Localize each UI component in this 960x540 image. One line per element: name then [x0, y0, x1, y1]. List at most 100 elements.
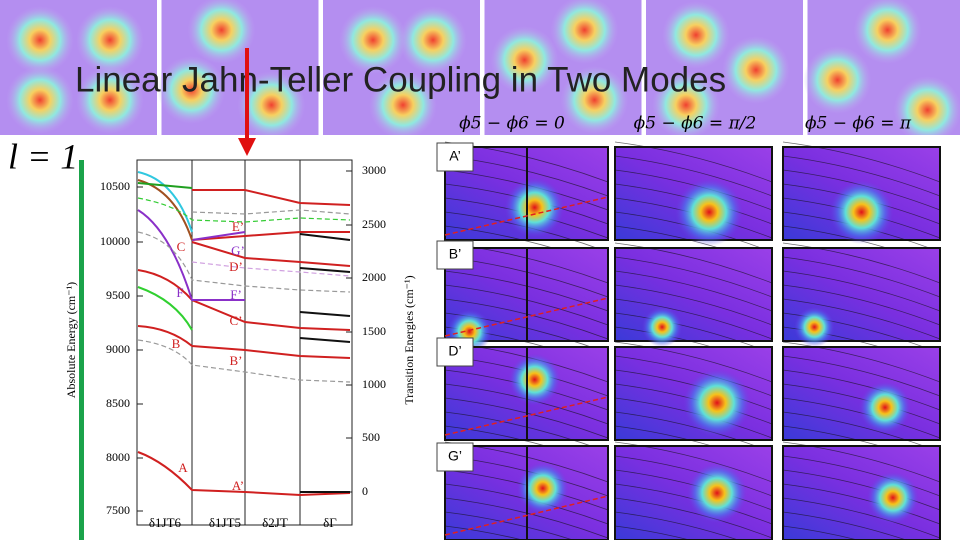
x-label: δ1JT6: [149, 515, 182, 530]
state-label: A’: [232, 478, 244, 493]
left-tick-label: 9000: [106, 342, 130, 356]
contour: [782, 483, 941, 525]
tile-blob: [803, 46, 872, 114]
state-label: F’: [230, 287, 242, 302]
contour: [782, 242, 941, 284]
state-label: B’: [230, 353, 243, 368]
red-guide: [444, 495, 609, 536]
energy-curve: [137, 179, 193, 241]
energy-curve: [137, 182, 193, 189]
contour: [614, 355, 773, 397]
contour: [614, 141, 773, 183]
density-blob: [687, 463, 748, 523]
x-label: δ1JT5: [209, 515, 241, 530]
right-tick-label: 1500: [362, 324, 386, 338]
energy-curve: [137, 269, 351, 331]
tile-blob: [722, 36, 790, 104]
contour: [782, 497, 941, 539]
energy-curve: [299, 267, 351, 273]
right-tick-label: 500: [362, 430, 380, 444]
tile-blob: [76, 66, 144, 134]
left-tick-label: 8500: [106, 396, 130, 410]
tile-blob: [237, 71, 306, 139]
density-blob: [794, 307, 835, 348]
contour: [614, 256, 773, 298]
tile-blob: [157, 56, 226, 124]
right-tick-label: 1000: [362, 377, 386, 391]
energy-curve: [191, 209, 351, 215]
phase-label: ϕ5 − ϕ6 = π/2: [634, 114, 757, 134]
tile-blob: [550, 0, 619, 64]
red-guide: [444, 396, 609, 436]
state-label: E’: [232, 219, 244, 234]
contour: [782, 155, 941, 197]
left-tick-label: 9500: [106, 288, 130, 302]
energy-curve: [192, 189, 351, 206]
state-box: [436, 142, 474, 172]
tile-blob: [76, 6, 144, 74]
l-label: l = 1: [8, 136, 78, 176]
density-blob: [675, 178, 744, 247]
contour: [614, 497, 773, 539]
contour: [614, 155, 773, 197]
x-label: δΓ: [323, 515, 337, 530]
energy-curve: [191, 231, 246, 241]
energy-curve: [137, 286, 193, 331]
right-tick-label: 2500: [362, 217, 386, 231]
state-box: [436, 240, 474, 270]
state-box-label: G’: [448, 448, 462, 464]
density-panels: A’ B’ D’ G’: [436, 141, 941, 540]
energy-curve: [137, 231, 351, 293]
tile-blob: [399, 6, 467, 74]
state-label: G’: [231, 243, 245, 258]
state-label: D’: [229, 259, 243, 274]
contour: [782, 469, 941, 511]
left-tick-label: 8000: [106, 450, 130, 464]
density-blob: [829, 180, 894, 245]
left-axis-title: Absolute Energy (cm⁻¹): [64, 282, 78, 398]
contour: [782, 355, 941, 397]
contour: [614, 511, 740, 540]
contour: [782, 256, 941, 298]
contour: [614, 441, 773, 483]
tile-blob: [339, 6, 407, 74]
energy-curve: [137, 325, 351, 359]
tile-blob: [662, 1, 730, 69]
energy-curve: [191, 261, 351, 277]
state-box-label: B’: [449, 246, 461, 262]
contour: [782, 270, 941, 312]
right-tick-label: 0: [362, 484, 368, 498]
phase-label: ϕ5 − ϕ6 = π: [805, 114, 912, 134]
state-label: C’: [230, 313, 243, 328]
left-tick-label: 7500: [106, 503, 130, 517]
contour: [782, 369, 941, 411]
red-guide: [444, 297, 609, 337]
tile-blob: [187, 0, 256, 64]
energy-curve: [137, 339, 351, 383]
density-blob: [504, 177, 565, 238]
energy-curve: [191, 231, 350, 241]
right-tick-label: 3000: [362, 163, 386, 177]
left-tick-label: 10000: [100, 234, 130, 248]
right-axis-title: Transition Energies (cm⁻¹): [402, 275, 416, 404]
contour: [614, 455, 773, 497]
density-blob: [683, 368, 752, 437]
density-blob: [642, 307, 683, 348]
contour: [782, 525, 860, 540]
contour: [614, 284, 773, 326]
contour: [782, 511, 908, 540]
density-blob: [508, 353, 561, 406]
contour: [782, 298, 941, 340]
green-bar: [79, 160, 84, 540]
state-box-label: A’: [449, 148, 460, 164]
energy-plot: 1050010000950090008500800075003000250020…: [64, 159, 416, 530]
tile-blob: [369, 71, 437, 139]
tile-blob: [652, 71, 720, 139]
right-tick-label: 2000: [362, 270, 386, 284]
state-label: B: [172, 336, 181, 351]
state-box: [436, 442, 474, 472]
red-guide: [444, 196, 609, 236]
energy-curve: [299, 233, 351, 241]
energy-curve: [191, 241, 351, 267]
